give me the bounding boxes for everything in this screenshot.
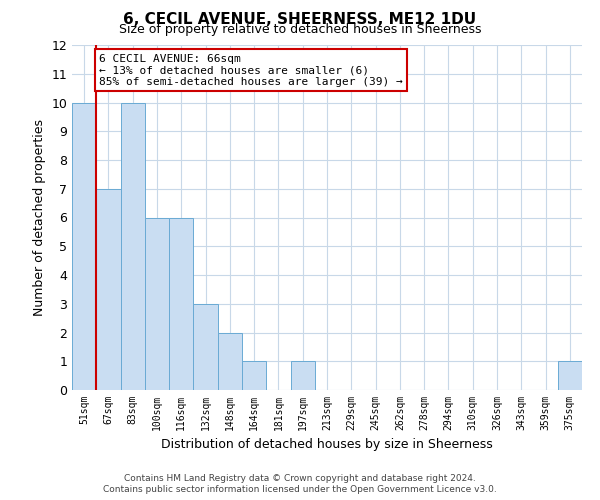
Y-axis label: Number of detached properties: Number of detached properties [33,119,46,316]
Text: 6, CECIL AVENUE, SHEERNESS, ME12 1DU: 6, CECIL AVENUE, SHEERNESS, ME12 1DU [124,12,476,28]
Bar [169,218,193,390]
Bar [96,188,121,390]
Bar [218,332,242,390]
Bar [558,361,582,390]
Bar [121,102,145,390]
Bar [193,304,218,390]
Text: Size of property relative to detached houses in Sheerness: Size of property relative to detached ho… [119,22,481,36]
Bar [242,361,266,390]
Bar [145,218,169,390]
Text: Contains HM Land Registry data © Crown copyright and database right 2024.
Contai: Contains HM Land Registry data © Crown c… [103,474,497,494]
X-axis label: Distribution of detached houses by size in Sheerness: Distribution of detached houses by size … [161,438,493,452]
Bar [72,102,96,390]
Bar [290,361,315,390]
Text: 6 CECIL AVENUE: 66sqm
← 13% of detached houses are smaller (6)
85% of semi-detac: 6 CECIL AVENUE: 66sqm ← 13% of detached … [99,54,403,87]
